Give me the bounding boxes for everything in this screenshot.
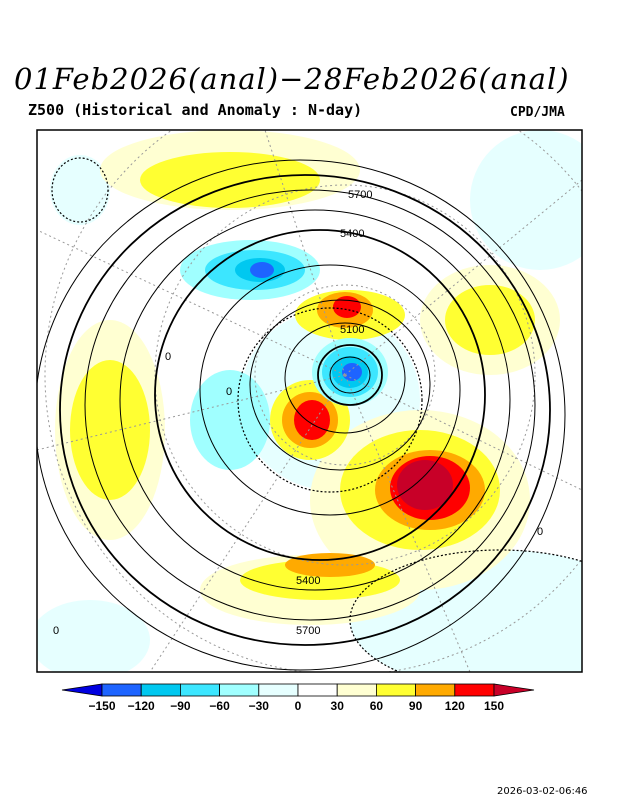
colorbar-swatch [336,683,377,697]
colorbar-swatch [140,683,181,697]
anomaly-region [37,600,150,672]
contour-label: 5100 [340,324,364,336]
colorbar-tick-label: 90 [409,699,423,713]
contour-label: 0 [537,526,543,538]
graticule [37,130,582,672]
contour-labels: 5700 5400 5100 5400 5700 0 0 0 0 [53,189,543,637]
height-contours [37,159,566,671]
colorbar-tick-label: 60 [370,699,384,713]
colorbar-swatch [297,683,338,697]
anomaly-region [285,553,375,577]
contour-label: 5400 [340,228,364,240]
anomaly-zero-contours [51,157,582,672]
colorbar-swatch [454,683,495,697]
contour-label: 5400 [296,575,320,587]
contour-label: 0 [165,351,171,363]
anomaly-region [470,130,582,270]
colorbar-tick-label: 120 [445,699,465,713]
colorbar-tick-label: −60 [209,699,230,713]
colorbar-arrow-high [493,683,535,697]
anomaly-region [333,296,361,318]
colorbar-tick-label: 30 [331,699,345,713]
map-field: 5700 5400 5100 5400 5700 0 0 0 0 [37,130,582,672]
colorbar-swatch [101,683,142,697]
timestamp: 2026-03-02-06:46 [497,786,588,797]
colorbar-tick-label: −120 [128,699,155,713]
colorbar: −150 −120 −90 −60 −30 0 30 60 90 120 150 [61,683,535,713]
anomaly-region [70,360,150,500]
anomaly-region [250,262,274,278]
anomaly-region [50,155,110,225]
colorbar-tick-label: 150 [484,699,504,713]
map-title: 01Feb2026(anal)−28Feb2026(anal) [14,62,570,96]
colorbar-swatch [375,683,416,697]
colorbar-swatch [415,683,456,697]
map-frame [36,129,583,673]
anomaly-region [294,400,330,440]
anomaly-region [140,152,320,208]
colorbar-swatch [258,683,299,697]
anomaly-region [397,460,453,510]
contour-label: 5700 [296,625,320,637]
contour-label: 0 [53,625,59,637]
colorbar-arrow-low [61,683,103,697]
colorbar-tick-label: −150 [88,699,115,713]
colorbar-swatch [179,683,220,697]
contour-label: 5700 [348,189,372,201]
colorbar-swatch [219,683,260,697]
map-subtitle: Z500 (Historical and Anomaly : N-day) [28,101,363,119]
anomaly-region [445,285,535,355]
colorbar-tick-label: 0 [295,699,302,713]
contour-label: 0 [226,386,232,398]
credit-label: CPD/JMA [510,105,565,120]
colorbar-tick-label: −30 [249,699,270,713]
colorbar-tick-label: −90 [170,699,191,713]
anomaly-region [342,363,362,381]
